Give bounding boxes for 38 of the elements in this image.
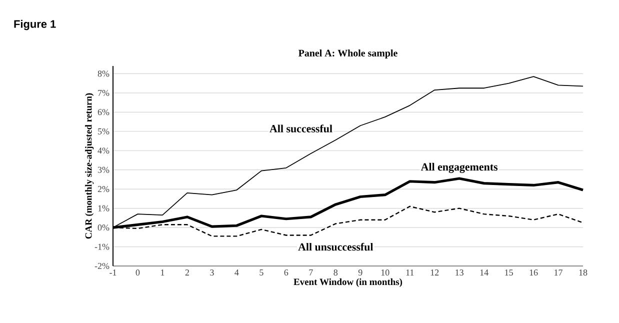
y-tick-label: 3% bbox=[98, 166, 110, 173]
x-tick-label: 0 bbox=[136, 270, 140, 276]
y-tick-label: 6% bbox=[98, 109, 110, 116]
y-tick-label: 1% bbox=[98, 205, 110, 212]
x-tick-label: 17 bbox=[554, 270, 562, 276]
x-tick-label: 8 bbox=[334, 270, 338, 276]
y-tick-label: -1% bbox=[94, 244, 110, 250]
x-tick-label: -1 bbox=[110, 270, 116, 276]
x-tick-label: 13 bbox=[456, 270, 464, 276]
x-tick-label: 18 bbox=[579, 270, 588, 276]
x-tick-label: 9 bbox=[358, 270, 362, 276]
x-tick-label: 16 bbox=[530, 270, 538, 276]
y-tick-label: 8% bbox=[98, 70, 110, 77]
y-tick-label: 2% bbox=[98, 186, 110, 192]
x-tick-label: 4 bbox=[234, 270, 239, 276]
y-axis-title: CAR (monthly size-adjusted return) bbox=[85, 93, 94, 239]
x-axis-title: Event Window (in months) bbox=[294, 278, 402, 288]
y-tick-label: 4% bbox=[98, 148, 110, 154]
x-tick-label: 11 bbox=[406, 270, 414, 276]
x-tick-label: 6 bbox=[284, 270, 288, 276]
x-tick-label: 12 bbox=[430, 270, 439, 276]
x-tick-label: 15 bbox=[505, 270, 513, 276]
x-tick-label: 1 bbox=[161, 270, 164, 276]
x-tick-label: 3 bbox=[210, 270, 214, 276]
y-tick-label: 0% bbox=[98, 224, 110, 231]
y-tick-label: 5% bbox=[98, 128, 110, 134]
series-label: All successful bbox=[270, 124, 332, 132]
caption: Figure 1 bbox=[14, 20, 56, 30]
y-tick-label: 7% bbox=[98, 90, 110, 96]
series-label: All engagements bbox=[420, 162, 498, 173]
chart-title: Panel A: Whole sample bbox=[298, 49, 398, 58]
x-tick-label: 14 bbox=[480, 270, 488, 276]
x-tick-label: 7 bbox=[309, 270, 313, 276]
y-tick-label: -2% bbox=[94, 262, 110, 270]
x-tick-label: 5 bbox=[260, 270, 264, 276]
x-tick-label: 2 bbox=[185, 270, 189, 276]
series-label: All unsuccessful bbox=[298, 242, 374, 251]
x-tick-label: 10 bbox=[381, 270, 390, 276]
